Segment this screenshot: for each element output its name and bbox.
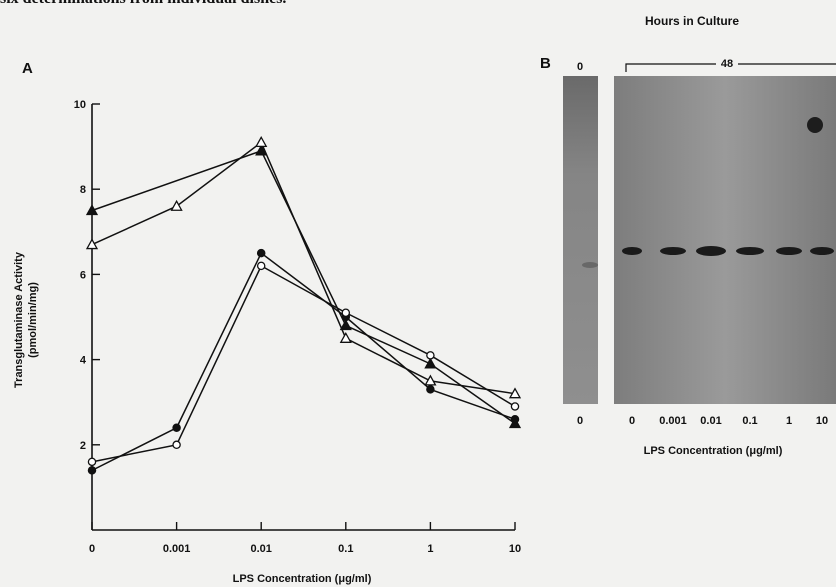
blot-lane-time-zero [563,76,598,404]
chart-axes: 2 4 6 8 10 0 0.001 0.01 0.1 1 10 [74,99,521,555]
protein-band [622,247,642,255]
series-line [91,141,516,395]
time-48-label: 48 [721,58,733,70]
x-tick-label: 0.1 [338,543,353,555]
data-point-marker [256,248,266,258]
lane-labels: 0 0.001 0.01 0.1 1 10 [629,415,828,427]
data-point-marker [426,385,435,394]
x-tick-label: 1 [427,543,433,555]
y-tick-label: 8 [80,184,86,196]
series-line [91,251,516,472]
y-tick-label: 4 [80,355,87,367]
panel-b-label: B [540,55,551,72]
panel-a-label: A [22,60,33,77]
time-bracket [625,63,836,72]
y-tick-label: 10 [74,99,86,111]
y-axis-unit-label: (pmol/min/mg) [27,282,39,358]
protein-band [736,247,764,255]
data-point-marker [508,387,522,399]
protein-band [660,247,686,255]
data-point-marker [172,440,181,450]
protein-band [810,247,834,255]
data-point-marker [256,261,266,271]
data-point-marker [172,423,181,433]
x-tick-label: 0.001 [163,543,191,555]
data-point-marker [255,144,268,156]
lane-label: 0.1 [742,415,757,427]
blot-membrane-48h [614,76,836,404]
x-tick-label: 0.01 [250,543,271,555]
left-lane-label: 0 [577,415,583,427]
blot-artifact-spot [807,117,823,133]
data-point-marker [85,204,99,216]
data-point-marker [426,351,435,360]
blot-bands [622,246,834,256]
x-tick-label: 0 [89,543,95,555]
x-axis-label: LPS Concentration (μg/ml) [233,573,372,585]
chart-series [85,136,522,475]
protein-band [696,246,726,256]
blot-band-faint [582,262,598,268]
y-axis-label: Transglutaminase Activity [13,251,25,388]
data-point-marker [87,466,97,475]
lane-label: 0 [629,415,635,427]
lane-label: 10 [816,415,828,427]
data-point-marker [87,457,97,467]
data-point-marker [510,402,520,411]
data-point-marker [339,331,352,343]
figure-caption: six determinations from individual dishe… [0,0,286,8]
protein-band [776,247,802,255]
blot-x-axis-label: LPS Concentration (μg/ml) [644,445,783,457]
data-point-marker [339,319,352,331]
data-point-marker [424,357,437,369]
x-tick-label: 10 [509,543,521,555]
data-point-marker [341,308,351,317]
data-point-marker [255,136,268,147]
data-point-marker [424,374,437,386]
data-point-marker [85,238,99,250]
series-line [91,264,516,463]
data-point-marker [510,414,520,424]
y-tick-label: 6 [80,269,86,281]
time-zero-label: 0 [577,61,583,73]
lane-label: 0.01 [700,415,721,427]
bracket-gap [716,56,738,70]
lane-label: 1 [786,415,792,427]
y-tick-label: 2 [80,440,86,452]
lane-label: 0.001 [659,415,687,427]
hours-in-culture-title: Hours in Culture [645,14,740,28]
data-point-marker [170,199,183,211]
